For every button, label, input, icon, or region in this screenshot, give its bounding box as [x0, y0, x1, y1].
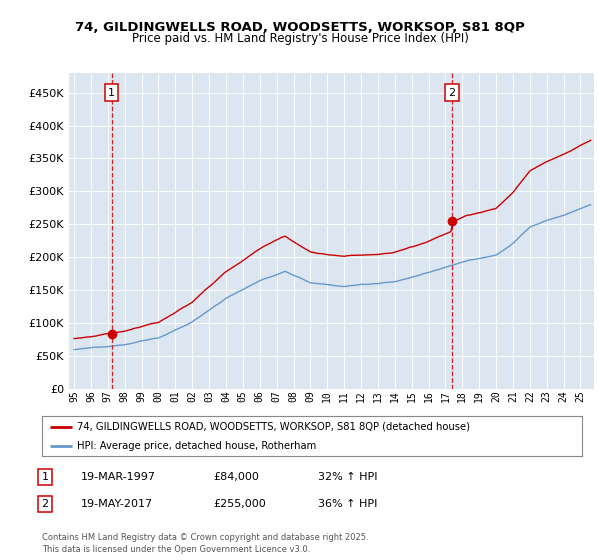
- Text: £255,000: £255,000: [213, 499, 266, 509]
- Text: £84,000: £84,000: [213, 472, 259, 482]
- Text: 2: 2: [448, 87, 455, 97]
- Text: 36% ↑ HPI: 36% ↑ HPI: [318, 499, 377, 509]
- Text: Contains HM Land Registry data © Crown copyright and database right 2025.
This d: Contains HM Land Registry data © Crown c…: [42, 533, 368, 554]
- Text: HPI: Average price, detached house, Rotherham: HPI: Average price, detached house, Roth…: [77, 441, 316, 451]
- Text: 1: 1: [108, 87, 115, 97]
- Text: 19-MAR-1997: 19-MAR-1997: [81, 472, 156, 482]
- Text: 1: 1: [41, 472, 49, 482]
- Text: 2: 2: [41, 499, 49, 509]
- Text: 74, GILDINGWELLS ROAD, WOODSETTS, WORKSOP, S81 8QP (detached house): 74, GILDINGWELLS ROAD, WOODSETTS, WORKSO…: [77, 422, 470, 432]
- Text: 74, GILDINGWELLS ROAD, WOODSETTS, WORKSOP, S81 8QP: 74, GILDINGWELLS ROAD, WOODSETTS, WORKSO…: [75, 21, 525, 34]
- Text: Price paid vs. HM Land Registry's House Price Index (HPI): Price paid vs. HM Land Registry's House …: [131, 32, 469, 45]
- Text: 19-MAY-2017: 19-MAY-2017: [81, 499, 153, 509]
- Text: 32% ↑ HPI: 32% ↑ HPI: [318, 472, 377, 482]
